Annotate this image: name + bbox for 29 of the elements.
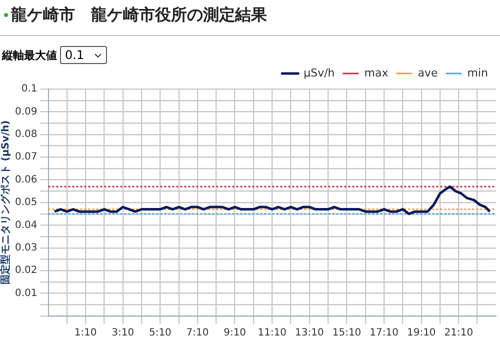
x-tick-label: 5:10: [148, 328, 172, 339]
legend-label: max: [364, 66, 389, 80]
text: 縦軸最大値: [2, 48, 57, 62]
x-tick-label: 19:10: [406, 328, 436, 339]
chart-title: 龍ケ崎市 龍ケ崎市役所の測定結果: [11, 4, 267, 26]
y-tick-label: 0.04: [15, 220, 38, 231]
y-tick-label: 0.1: [21, 84, 38, 95]
y-tick-label: 0.09: [15, 106, 38, 118]
x-tick-label: 7:10: [186, 328, 209, 339]
x-tick-label: 11:10: [258, 328, 287, 339]
x-tick-label: 17:10: [370, 328, 398, 339]
y-tick-label: 0.05: [15, 197, 38, 208]
legend-label: min: [467, 66, 488, 80]
x-tick-label: 9:10: [224, 328, 246, 339]
y-axis-title: 固定型モニタリングポスト (μSv/h): [0, 120, 12, 285]
y-tick-label: 0.01: [15, 288, 38, 299]
y-tick-label: 0.08: [15, 128, 38, 140]
x-tick-label: 15:10: [332, 328, 362, 339]
legend-label: ave: [418, 66, 438, 80]
legend-label: μSv/h: [304, 66, 335, 80]
y-tick-label: 0.03: [15, 242, 38, 254]
y-tick-label: 0.07: [15, 152, 38, 163]
x-tick-label: 3:10: [112, 328, 134, 339]
text: 0.1: [65, 48, 84, 62]
x-tick-label: 13:10: [295, 328, 324, 339]
y-tick-label: 0.06: [15, 174, 38, 186]
x-tick-label: 1:10: [74, 328, 97, 339]
x-tick-label: 21:10: [444, 328, 474, 339]
y-tick-label: 0.02: [15, 265, 38, 276]
